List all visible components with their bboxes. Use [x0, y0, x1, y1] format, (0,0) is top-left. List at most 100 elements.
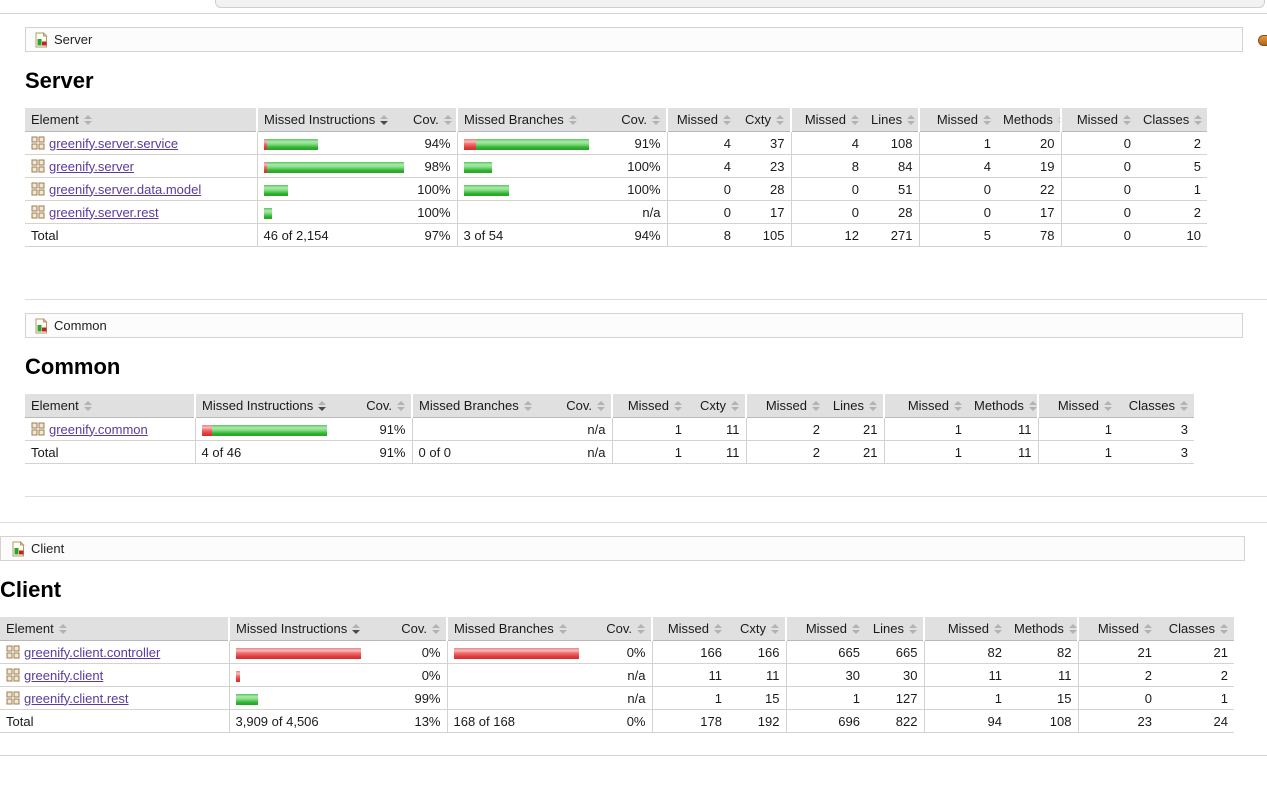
column-header-classes[interactable]: Classes	[1137, 108, 1207, 132]
column-header-missed[interactable]: Missed	[883, 394, 968, 418]
column-header-cxty[interactable]: Cxty	[688, 394, 746, 418]
column-header-methods[interactable]: Methods	[968, 394, 1038, 418]
column-header-cov-[interactable]: Cov.	[600, 617, 652, 641]
column-header-missed-instructions[interactable]: Missed Instructions	[194, 394, 360, 418]
breadcrumb-label: Client	[31, 541, 65, 556]
divider	[25, 496, 1267, 497]
column-header-cov-[interactable]: Cov.	[407, 108, 457, 132]
sort-icon	[1104, 400, 1112, 411]
sort-icon	[1144, 623, 1152, 634]
column-header-missed[interactable]: Missed	[918, 108, 997, 132]
sort-icon	[597, 400, 605, 411]
coverage-table: Element Missed Instructions Cov. Missed Bra…	[25, 394, 1194, 464]
column-header-classes[interactable]: Classes	[1118, 394, 1194, 418]
breadcrumb: Client	[0, 536, 1245, 561]
column-header-missed[interactable]: Missed	[1037, 394, 1118, 418]
coverage-table: Element Missed Instructions Cov. Missed Bra…	[0, 617, 1234, 733]
column-header-element[interactable]: Element	[25, 108, 257, 132]
sort-icon	[851, 114, 859, 125]
sort-icon	[1057, 114, 1061, 125]
column-header-lines[interactable]: Lines	[865, 108, 919, 132]
table-row: greenify.server.data.model 100% 100% 0 28 0 51…	[25, 177, 1207, 201]
sort-icon	[776, 114, 784, 125]
package-link[interactable]: greenify.server.rest	[49, 204, 159, 220]
section-server: Server Server Element Missed Instructions…	[25, 27, 1243, 247]
column-header-element[interactable]: Element	[0, 617, 229, 641]
total-label: Total	[0, 709, 229, 733]
column-header-missed-branches[interactable]: Missed Branches	[446, 617, 600, 641]
column-header-cov-[interactable]: Cov.	[560, 394, 612, 418]
column-header-missed[interactable]: Missed	[790, 108, 865, 132]
total-row: Total 3,909 of 4,506 13% 168 of 168 0% 178 192…	[0, 709, 1234, 733]
package-link[interactable]: greenify.common	[49, 421, 148, 437]
column-header-cxty[interactable]: Cxty	[728, 617, 786, 641]
sort-icon	[869, 400, 877, 411]
header-row: Element Missed Instructions Cov. Missed Bra…	[25, 108, 1207, 132]
package-link[interactable]: greenify.client.controller	[24, 644, 161, 660]
coverage-bar	[463, 161, 492, 173]
column-header-lines[interactable]: Lines	[826, 394, 884, 418]
sort-icon	[637, 623, 645, 634]
breadcrumb-label: Common	[54, 318, 107, 333]
sort-icon	[994, 623, 1002, 634]
column-header-element[interactable]: Element	[25, 394, 195, 418]
column-header-classes[interactable]: Classes	[1158, 617, 1234, 641]
table-row: greenify.client 0% n/a 11 11 30 30 11 11 2 2	[0, 663, 1234, 687]
column-header-lines[interactable]: Lines	[866, 617, 924, 641]
package-link[interactable]: greenify.server	[49, 158, 135, 174]
header-row: Element Missed Instructions Cov. Missed Bra…	[25, 394, 1194, 418]
sort-icon	[731, 400, 739, 411]
page-title: Common	[25, 354, 121, 379]
column-header-missed-branches[interactable]: Missed Branches	[456, 108, 615, 132]
breadcrumb-label: Server	[54, 32, 93, 47]
column-header-cov-[interactable]: Cov.	[360, 394, 412, 418]
column-header-missed[interactable]: Missed	[1077, 617, 1158, 641]
sort-icon	[1028, 400, 1037, 411]
coverage-bar	[201, 424, 327, 436]
total-label: Total	[25, 223, 257, 247]
sort-icon	[432, 623, 440, 634]
coverage-bar	[235, 693, 258, 705]
coverage-bar	[463, 138, 589, 150]
column-header-missed-instructions[interactable]: Missed Instructions	[228, 617, 395, 641]
column-header-methods[interactable]: Methods	[1008, 617, 1078, 641]
sort-icon	[983, 114, 991, 125]
coverage-bar	[235, 647, 361, 659]
browser-chrome-strip	[215, 0, 1265, 8]
report-group-icon	[33, 317, 49, 334]
sort-icon	[397, 400, 405, 411]
column-header-missed[interactable]: Missed	[1060, 108, 1137, 132]
package-link[interactable]: greenify.server.data.model	[49, 181, 202, 197]
package-link[interactable]: greenify.client.rest	[24, 690, 129, 706]
column-header-missed[interactable]: Missed	[923, 617, 1008, 641]
sort-icon	[1220, 623, 1228, 634]
coverage-bar	[263, 161, 404, 173]
coverage-bar	[263, 184, 288, 196]
table-row: greenify.server.service 94% 91% 4 37 4 108 1 20 0…	[25, 131, 1207, 155]
column-header-missed[interactable]: Missed	[785, 617, 866, 641]
column-header-missed[interactable]: Missed	[666, 108, 737, 132]
column-header-methods[interactable]: Methods	[997, 108, 1061, 132]
page-title: Server	[25, 68, 94, 93]
sort-icon	[812, 400, 820, 411]
column-header-missed[interactable]: Missed	[611, 394, 688, 418]
column-header-cxty[interactable]: Cxty	[737, 108, 791, 132]
column-header-missed-instructions[interactable]: Missed Instructions	[256, 108, 407, 132]
total-row: Total 46 of 2,154 97% 3 of 54 94% 8 105 12 271 5 7…	[25, 223, 1207, 247]
column-header-cov-[interactable]: Cov.	[395, 617, 447, 641]
sort-icon	[714, 623, 722, 634]
column-header-missed[interactable]: Missed	[745, 394, 826, 418]
package-link[interactable]: greenify.server.service	[49, 135, 179, 151]
column-header-missed-branches[interactable]: Missed Branches	[411, 394, 560, 418]
sessions-icon-partial[interactable]	[1258, 35, 1267, 46]
sort-icon	[523, 400, 532, 411]
package-link[interactable]: greenify.client	[24, 667, 104, 683]
coverage-bar	[263, 207, 272, 219]
section-common: Common Common Element Missed Instructions…	[25, 313, 1243, 464]
table-row: greenify.client.controller 0% 0% 166 166 665 6…	[0, 640, 1234, 664]
sort-icon	[852, 623, 860, 634]
package-icon	[31, 159, 45, 173]
divider	[0, 13, 1267, 14]
column-header-missed[interactable]: Missed	[651, 617, 728, 641]
column-header-cov-[interactable]: Cov.	[615, 108, 667, 132]
